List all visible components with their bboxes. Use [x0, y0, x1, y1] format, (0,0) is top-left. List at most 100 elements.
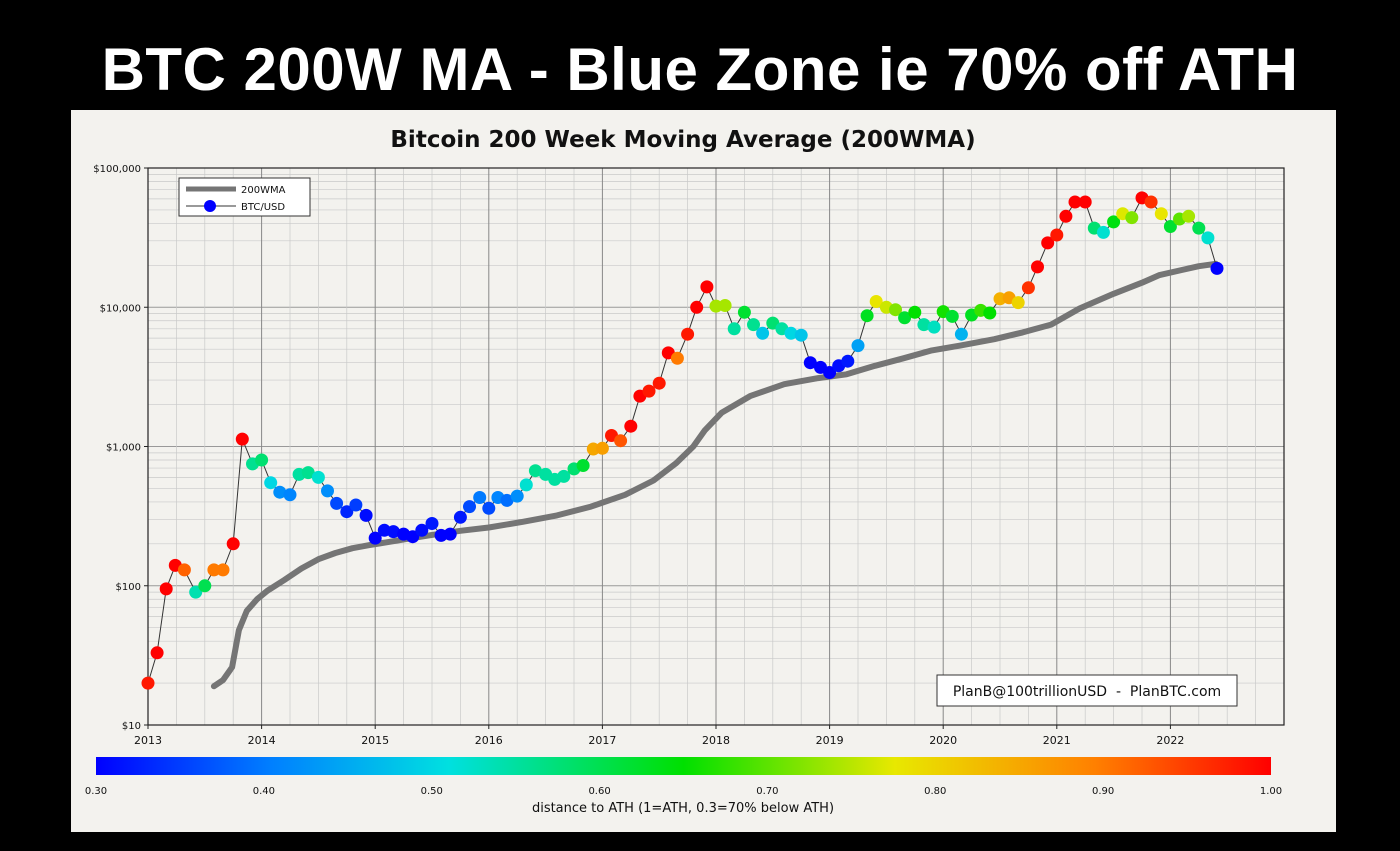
btc-point — [1144, 195, 1158, 209]
btc-point — [841, 354, 855, 368]
page-headline: BTC 200W MA - Blue Zone ie 70% off ATH — [101, 36, 1299, 103]
btc-point — [954, 327, 968, 341]
colorbar-tick-label: 0.90 — [1092, 786, 1114, 797]
colorbar-tick-label: 0.30 — [85, 786, 107, 797]
btc-point — [851, 339, 865, 353]
btc-point — [557, 469, 571, 483]
chart-title: Bitcoin 200 Week Moving Average (200WMA) — [390, 127, 975, 153]
btc-point — [700, 280, 714, 294]
btc-point — [386, 525, 400, 539]
btc-point — [1078, 195, 1092, 209]
btc-point — [747, 318, 760, 332]
btc-point — [264, 476, 278, 490]
btc-point — [670, 351, 684, 365]
btc-point — [321, 484, 334, 498]
btc-point — [1182, 209, 1196, 223]
btc-point — [1107, 215, 1121, 229]
btc-point — [207, 563, 221, 577]
grid — [147, 167, 1285, 726]
btc-point — [415, 523, 429, 537]
legend-swatch-btc-point — [204, 200, 216, 212]
colorbar-tick-label: 0.70 — [756, 786, 778, 797]
btc-point — [226, 537, 240, 551]
colorbar-tick-label: 0.60 — [588, 786, 610, 797]
colorbar-tick-label: 0.40 — [253, 786, 275, 797]
btc-point — [945, 309, 959, 323]
btc-point — [737, 305, 751, 319]
colorbar-tick-label: 1.00 — [1260, 786, 1282, 797]
legend: 200WMA BTC/USD — [178, 177, 311, 217]
btc-point — [1011, 296, 1025, 310]
btc-point — [794, 328, 808, 342]
legend-label-btc-usd: BTC/USD — [241, 202, 285, 213]
y-tick-label: $1,000 — [106, 443, 141, 454]
x-tick-label: 2016 — [475, 734, 503, 747]
btc-point — [869, 295, 883, 308]
colorbar-tick-label: 0.80 — [924, 786, 946, 797]
btc-point — [463, 500, 476, 514]
btc-point — [359, 508, 373, 522]
btc-point — [453, 510, 467, 524]
btc-point — [150, 646, 164, 660]
chart-panel: Bitcoin 200 Week Moving Average (200WMA)… — [71, 110, 1336, 832]
btc-point — [311, 470, 325, 484]
btc-point — [1050, 228, 1064, 242]
x-tick-label: 2015 — [361, 734, 389, 747]
btc-point — [368, 531, 382, 545]
btc-point — [340, 505, 354, 519]
attribution-box: PlanB@100trillionUSD - PlanBTC.com — [936, 674, 1238, 707]
x-tick-label: 2019 — [816, 734, 844, 747]
btc-200wma-chart: Bitcoin 200 Week Moving Average (200WMA)… — [85, 127, 1285, 816]
btc-point — [681, 327, 695, 341]
y-axis-ticks: $10 $100 $1,000 $10,000 $100,000 — [93, 164, 148, 732]
btc-point — [301, 466, 315, 480]
colorbar — [96, 757, 1271, 775]
y-tick-label: $100,000 — [93, 164, 141, 175]
btc-point — [255, 453, 269, 467]
attribution-text: PlanB@100trillionUSD - PlanBTC.com — [953, 684, 1221, 700]
btc-point — [528, 464, 542, 478]
btc-point — [1068, 195, 1082, 209]
btc-point — [1059, 209, 1073, 223]
btc-point — [624, 419, 638, 433]
btc-point — [1031, 260, 1044, 274]
x-tick-label: 2014 — [248, 734, 276, 747]
btc-point — [595, 441, 609, 455]
btc-points — [141, 191, 1224, 690]
btc-point — [1125, 211, 1139, 225]
btc-point — [652, 376, 666, 390]
btc-point — [273, 485, 287, 499]
btc-point — [189, 585, 203, 599]
x-tick-label: 2020 — [929, 734, 957, 747]
btc-point — [727, 322, 741, 336]
btc-point — [1163, 220, 1177, 233]
attribution-frame — [936, 674, 1238, 707]
btc-point — [1192, 221, 1206, 235]
colorbar-tick-label: 0.50 — [421, 786, 443, 797]
btc-point — [141, 676, 155, 690]
btc-point — [500, 493, 514, 507]
x-tick-label: 2018 — [702, 734, 730, 747]
y-tick-label: $10 — [122, 721, 141, 732]
btc-point — [235, 432, 249, 446]
btc-point — [283, 488, 297, 502]
btc-point — [443, 527, 457, 541]
btc-point — [803, 356, 817, 370]
btc-point — [784, 326, 798, 340]
legend-label-200wma: 200WMA — [241, 185, 286, 196]
btc-point — [330, 496, 344, 510]
colorbar-ticks: 0.30 0.40 0.50 0.60 0.70 0.80 0.90 1.00 — [85, 786, 1282, 797]
btc-point — [177, 563, 191, 577]
btc-point — [482, 501, 496, 515]
btc-point — [756, 326, 770, 340]
btc-point — [917, 318, 931, 332]
btc-point — [690, 300, 704, 314]
btc-point — [614, 434, 628, 448]
btc-point — [1210, 261, 1224, 275]
btc-point — [898, 311, 912, 325]
btc-point — [889, 303, 902, 317]
btc-point — [216, 563, 230, 577]
x-tick-label: 2021 — [1043, 734, 1071, 747]
series-line-200wma — [210, 260, 1219, 690]
btc-point — [349, 498, 363, 512]
